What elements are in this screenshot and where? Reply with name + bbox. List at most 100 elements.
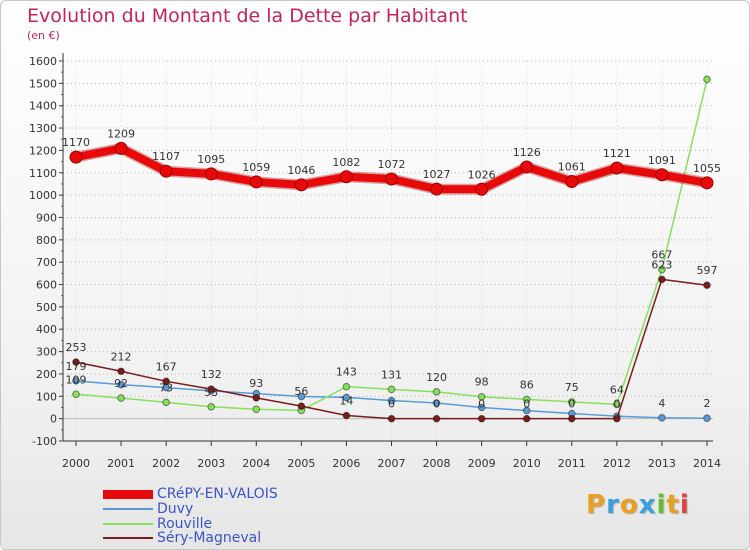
data-point	[252, 394, 261, 402]
x-tick-label: 2000	[62, 457, 90, 470]
axes: -100010020030040050060070080090010001100…	[29, 53, 721, 470]
data-label: 1209	[107, 127, 135, 140]
x-tick-label: 2003	[197, 457, 225, 470]
data-point	[72, 358, 80, 366]
y-tick-label: -100	[32, 435, 57, 448]
data-label: 73	[159, 381, 173, 394]
data-label: 253	[66, 341, 87, 354]
y-tick-label: 700	[36, 256, 57, 269]
x-tick-label: 2007	[378, 457, 406, 470]
data-label: 1170	[62, 136, 90, 149]
data-point	[204, 167, 218, 181]
data-label: 1082	[332, 156, 360, 169]
data-point	[72, 390, 80, 399]
data-point	[655, 168, 669, 182]
legend-label: CRéPY-EN-VALOIS	[157, 486, 278, 502]
data-label: 92	[114, 377, 128, 390]
x-tick-label: 2004	[242, 457, 270, 470]
x-tick-label: 2013	[648, 457, 676, 470]
data-label: 1095	[197, 153, 225, 166]
data-point	[117, 367, 125, 376]
grid-lines	[63, 60, 713, 442]
data-label: 132	[201, 368, 222, 381]
data-label: 1026	[468, 168, 496, 181]
y-tick-label: 0	[50, 413, 57, 426]
data-label: 179	[66, 360, 87, 373]
data-point	[610, 161, 624, 175]
data-point	[387, 414, 396, 423]
legend-label: Duvy	[157, 501, 194, 517]
data-point	[522, 406, 531, 415]
data-point	[159, 164, 173, 178]
logo-letter: o	[619, 490, 639, 520]
data-label: 131	[381, 368, 402, 381]
x-tick-label: 2006	[332, 457, 360, 470]
y-tick-label: 1200	[29, 144, 57, 157]
y-tick-label: 900	[36, 211, 57, 224]
data-point	[477, 403, 486, 412]
data-labels: 1170 1209 1107 1095 1059 1046 1082 1072 1027 1026…	[62, 127, 721, 410]
data-point	[297, 402, 306, 410]
x-tick-label: 2011	[558, 457, 586, 470]
data-point	[342, 393, 351, 402]
data-label: 1107	[152, 150, 180, 163]
data-point	[658, 275, 666, 284]
y-tick-label: 100	[36, 390, 57, 403]
logo-letter: x	[638, 490, 657, 520]
data-label: 0	[433, 398, 440, 411]
x-tick-label: 2010	[513, 457, 541, 470]
data-point	[477, 414, 486, 423]
data-point	[613, 414, 621, 423]
y-tick-label: 1500	[29, 77, 57, 90]
data-point	[342, 411, 351, 420]
data-label: 1126	[513, 146, 541, 159]
chart-title: Evolution du Montant de la Dette par Hab…	[27, 5, 468, 27]
data-point	[69, 150, 83, 164]
x-tick-label: 2009	[468, 457, 496, 470]
proxiti-logo: Proxiti	[586, 490, 690, 520]
data-label: 1055	[693, 162, 721, 175]
data-point	[387, 396, 396, 405]
data-label: 0	[388, 398, 395, 411]
data-label: 1027	[423, 168, 451, 181]
y-tick-label: 300	[36, 346, 57, 359]
data-point	[162, 398, 170, 407]
data-point	[475, 182, 489, 196]
y-tick-label: 800	[36, 234, 57, 247]
legend-swatch	[103, 508, 153, 510]
y-tick-label: 1000	[29, 189, 57, 202]
data-point	[567, 398, 576, 406]
y-tick-label: 600	[36, 279, 57, 292]
x-tick-label: 2002	[152, 457, 180, 470]
x-tick-label: 2001	[107, 457, 135, 470]
data-point	[703, 75, 711, 84]
data-point	[297, 392, 306, 401]
data-point	[477, 392, 486, 401]
data-point	[387, 385, 396, 394]
data-point	[72, 377, 80, 385]
y-tick-label: 200	[36, 368, 57, 381]
legend-swatch	[103, 537, 153, 539]
data-label: 212	[111, 350, 132, 363]
data-label: 1091	[648, 154, 676, 167]
data-label: 0	[568, 398, 575, 411]
data-point	[117, 380, 125, 389]
data-label: 2	[704, 397, 711, 410]
data-point	[385, 172, 398, 186]
data-label: 98	[475, 376, 489, 389]
data-point	[117, 394, 125, 402]
data-label: 143	[336, 366, 357, 379]
legend-label: Séry-Magneval	[157, 530, 262, 546]
data-point	[114, 141, 128, 155]
logo-letter: r	[606, 490, 620, 520]
data-point	[432, 399, 441, 407]
data-point	[613, 400, 621, 409]
logo-letter: i	[656, 490, 667, 520]
y-tick-label: 1100	[29, 167, 57, 180]
data-label: 120	[426, 371, 447, 384]
data-label: 109	[66, 373, 87, 386]
y-tick-label: 1300	[29, 122, 57, 135]
data-point	[567, 414, 576, 423]
data-point	[432, 388, 441, 396]
data-label: 167	[156, 360, 177, 373]
